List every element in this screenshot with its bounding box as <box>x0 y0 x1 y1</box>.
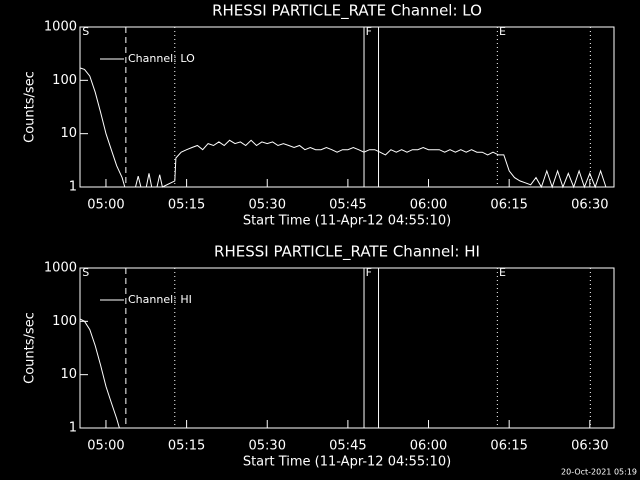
plot-frame <box>79 267 615 429</box>
event-marker: S <box>82 266 89 279</box>
y-tick-label: 1 <box>69 421 77 436</box>
y-tick-label: 10 <box>60 126 77 141</box>
x-tick-label: 06:00 <box>410 198 447 213</box>
x-tick-label: 05:00 <box>87 439 124 454</box>
y-tick-label: 1 <box>69 180 77 195</box>
chart-title: RHESSI PARTICLE_RATE Channel: HI <box>214 243 480 262</box>
event-marker: F <box>366 266 372 279</box>
x-tick-label: 05:15 <box>168 198 205 213</box>
y-tick-label: 100 <box>52 314 77 329</box>
y-tick-label: 10 <box>60 367 77 382</box>
x-axis-title: Start Time (11-Apr-12 04:55:10) <box>243 455 451 470</box>
y-axis-title: Counts/sec <box>23 71 38 143</box>
x-tick-label: 06:15 <box>490 439 527 454</box>
x-tick-label: 05:00 <box>87 198 124 213</box>
x-tick-label: 06:00 <box>410 439 447 454</box>
x-tick-label: 06:15 <box>490 198 527 213</box>
x-tick-label: 06:30 <box>571 439 608 454</box>
x-tick-label: 05:15 <box>168 439 205 454</box>
data-line <box>80 67 607 189</box>
legend-label: Channel: HI <box>128 293 192 306</box>
y-axis-title: Counts/sec <box>23 312 38 384</box>
y-tick-label: 1000 <box>44 20 77 35</box>
x-tick-label: 05:30 <box>249 439 286 454</box>
event-marker: E <box>499 266 506 279</box>
plot-frame <box>79 26 615 188</box>
y-tick-label: 100 <box>52 73 77 88</box>
chart-title: RHESSI PARTICLE_RATE Channel: LO <box>212 2 482 21</box>
x-tick-label: 05:45 <box>329 198 366 213</box>
event-marker: S <box>82 25 89 38</box>
event-marker: F <box>366 25 372 38</box>
x-axis-title: Start Time (11-Apr-12 04:55:10) <box>243 214 451 229</box>
x-tick-label: 05:45 <box>329 439 366 454</box>
x-tick-label: 06:30 <box>571 198 608 213</box>
footer: 20-Oct-2021 05:19 <box>561 468 637 477</box>
legend-label: Channel: LO <box>128 52 195 65</box>
y-tick-label: 1000 <box>44 261 77 276</box>
data-line <box>79 318 120 429</box>
x-tick-label: 05:30 <box>249 198 286 213</box>
event-marker: E <box>499 25 506 38</box>
